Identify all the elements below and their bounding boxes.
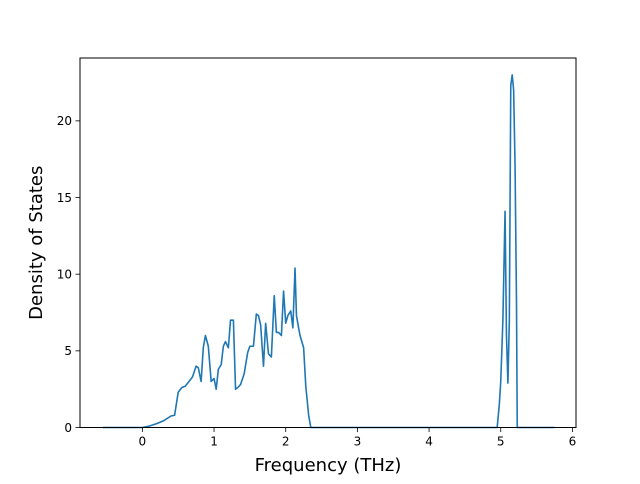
x-tick-label: 6 (569, 435, 577, 449)
x-tick-label: 3 (354, 435, 362, 449)
y-tick-label: 5 (64, 344, 72, 358)
x-tick-label: 5 (497, 435, 505, 449)
series-line-0 (102, 74, 555, 429)
y-axis-ticks: 0 5 10 15 20 (57, 114, 80, 435)
x-tick-label: 1 (210, 435, 218, 449)
x-axis-ticks: 0 1 2 3 4 5 6 (139, 427, 577, 449)
plot-area (102, 74, 555, 429)
y-tick-label: 10 (57, 267, 72, 281)
axes-frame (79, 57, 577, 428)
y-tick-label: 0 (64, 421, 72, 435)
x-tick-label: 4 (425, 435, 433, 449)
x-tick-label: 0 (139, 435, 147, 449)
y-axis-label: Density of States (26, 166, 47, 320)
y-tick-label: 15 (57, 191, 72, 205)
y-tick-label: 20 (57, 114, 72, 128)
x-tick-label: 2 (282, 435, 290, 449)
x-axis-label: Frequency (THz) (255, 455, 402, 476)
